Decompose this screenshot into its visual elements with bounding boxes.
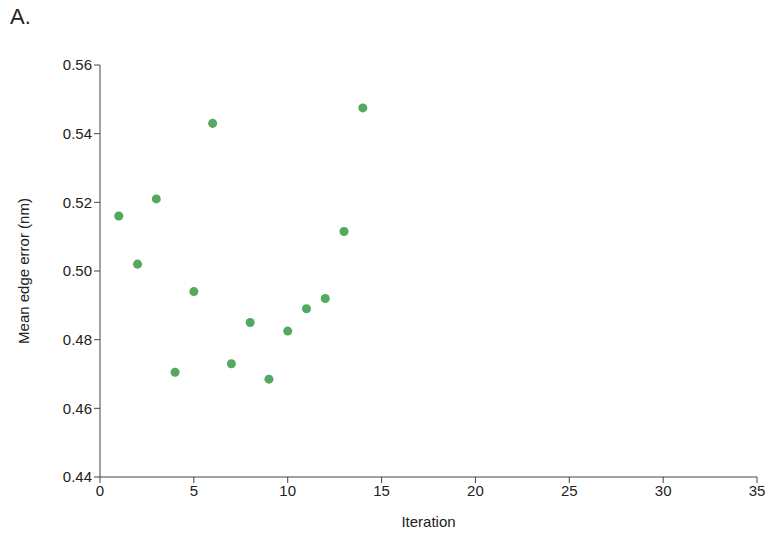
svg-text:0.48: 0.48 [63, 331, 92, 348]
svg-text:15: 15 [373, 482, 390, 499]
svg-text:0.54: 0.54 [63, 125, 92, 142]
svg-text:0.56: 0.56 [63, 56, 92, 73]
svg-text:Iteration: Iteration [401, 513, 455, 530]
svg-text:0: 0 [96, 482, 104, 499]
svg-text:10: 10 [279, 482, 296, 499]
svg-text:25: 25 [561, 482, 578, 499]
svg-text:0.44: 0.44 [63, 468, 92, 485]
svg-text:30: 30 [655, 482, 672, 499]
svg-text:35: 35 [749, 482, 766, 499]
svg-text:Mean edge error (nm): Mean edge error (nm) [15, 198, 32, 344]
html-text:A.: A. [10, 4, 31, 29]
svg-text:5: 5 [190, 482, 198, 499]
svg-text:0.50: 0.50 [63, 262, 92, 279]
svg-text:20: 20 [467, 482, 484, 499]
svg-text:0.52: 0.52 [63, 194, 92, 211]
svg-text:0.46: 0.46 [63, 400, 92, 417]
